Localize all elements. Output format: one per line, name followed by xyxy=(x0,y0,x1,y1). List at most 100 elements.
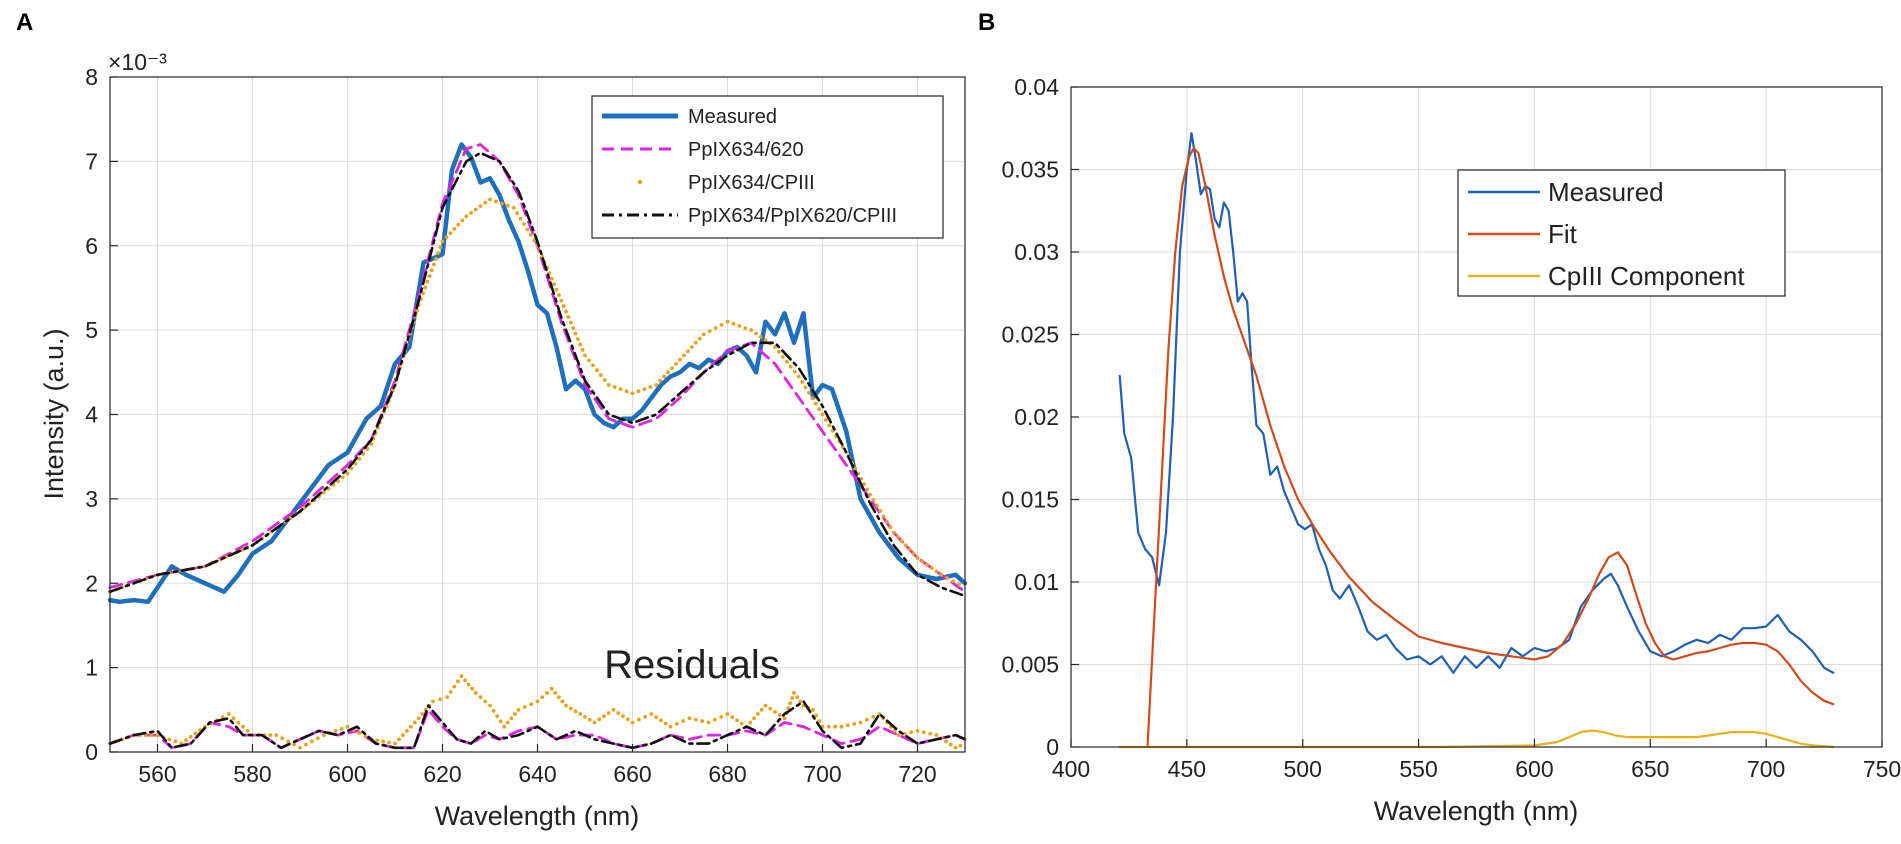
dot-mark xyxy=(725,319,730,324)
dot-mark xyxy=(591,363,595,368)
dot-mark xyxy=(241,724,245,729)
dot-mark xyxy=(817,407,822,411)
dot-mark xyxy=(752,716,756,721)
dot-mark xyxy=(929,566,934,570)
dot-mark xyxy=(491,708,496,713)
dot-mark xyxy=(333,729,338,733)
legend-label-fit: Fit xyxy=(1548,219,1578,249)
series-ppix634-620-a xyxy=(108,143,967,594)
dot-mark xyxy=(807,390,811,395)
dot-mark xyxy=(309,739,314,744)
dot-mark xyxy=(795,695,800,700)
dot-mark xyxy=(438,245,443,250)
dot-mark xyxy=(868,492,872,497)
dot-mark xyxy=(895,534,900,539)
dot-mark xyxy=(674,721,679,726)
dot-mark xyxy=(561,304,566,308)
y-tick-label: 0.025 xyxy=(1001,322,1059,348)
dot-mark xyxy=(670,366,674,370)
x-tick-label: 450 xyxy=(1168,756,1206,782)
dot-mark xyxy=(470,686,475,691)
dot-mark xyxy=(445,695,450,700)
dot-mark xyxy=(339,726,344,731)
dot-mark xyxy=(858,720,863,725)
y-tick-label: 0.01 xyxy=(1014,569,1059,595)
dot-mark xyxy=(845,723,850,728)
dot-mark xyxy=(864,717,869,722)
dot-mark xyxy=(268,733,273,738)
dot-mark xyxy=(792,691,796,695)
dot-mark xyxy=(792,369,797,374)
x-tick-label: 600 xyxy=(328,761,366,787)
x-tick-label: 660 xyxy=(613,761,651,787)
dot-mark xyxy=(865,487,869,492)
dot-mark xyxy=(921,730,926,735)
dot-mark xyxy=(298,745,302,750)
dot-mark xyxy=(575,337,580,341)
y-tick-label: 0.035 xyxy=(1001,157,1059,183)
y-tick-label: 0 xyxy=(85,739,98,765)
dot-mark xyxy=(763,338,768,343)
x-tick-label: 650 xyxy=(1631,756,1669,782)
dot-mark xyxy=(580,348,585,352)
dot-mark xyxy=(621,714,625,719)
dot-mark xyxy=(907,547,912,552)
dot-mark xyxy=(532,238,537,243)
dot-mark xyxy=(707,329,712,334)
series-residual-ppix634-ppix620-cpiii-a xyxy=(108,700,967,750)
dot-mark xyxy=(719,714,724,719)
dot-mark xyxy=(549,686,554,691)
dot-mark xyxy=(630,391,635,396)
dot-mark xyxy=(149,733,154,738)
dot-mark xyxy=(363,734,368,739)
dot-mark xyxy=(452,226,457,231)
dot-mark xyxy=(361,451,366,456)
dot-mark xyxy=(754,331,758,336)
dot-mark xyxy=(951,579,956,584)
dot-mark xyxy=(448,231,453,235)
dot-mark xyxy=(654,383,659,387)
dot-mark xyxy=(899,539,904,543)
dot-mark xyxy=(173,739,178,744)
dot-mark xyxy=(784,359,789,364)
dot-mark xyxy=(953,745,958,750)
dot-mark xyxy=(773,710,777,714)
dot-mark xyxy=(549,276,554,281)
dot-mark xyxy=(505,720,510,725)
dot-mark xyxy=(357,456,362,461)
dot-mark xyxy=(826,724,831,729)
dot-mark xyxy=(245,729,250,733)
dot-mark xyxy=(693,340,698,345)
dot-mark xyxy=(436,251,441,255)
dot-mark xyxy=(731,321,736,326)
dot-mark xyxy=(687,716,692,721)
legend-label-ppix634-cpiii: PpIX634/CPIII xyxy=(688,172,815,194)
dot-mark xyxy=(928,731,933,736)
dot-mark xyxy=(874,503,879,508)
panel-label-b: B xyxy=(978,9,995,36)
dot-mark xyxy=(598,373,603,378)
y-tick-label: 0.03 xyxy=(1014,239,1059,265)
dot-mark xyxy=(643,714,648,719)
dot-mark xyxy=(540,695,545,700)
dot-mark xyxy=(888,525,893,530)
dot-mark xyxy=(425,279,430,284)
dot-mark xyxy=(748,720,753,725)
dot-mark xyxy=(786,706,791,711)
dot-mark xyxy=(381,739,386,744)
dot-mark xyxy=(758,334,763,339)
dot-mark xyxy=(781,354,785,359)
dot-mark xyxy=(423,285,428,290)
dot-mark xyxy=(934,569,939,574)
dot-mark xyxy=(286,739,291,744)
dot-mark xyxy=(513,712,517,716)
dot-mark xyxy=(393,741,397,746)
legend-label-ppix634-ppix620-cpiii: PpIX634/PpIX620/CPIII xyxy=(688,205,897,227)
dot-mark xyxy=(345,471,350,476)
dot-mark xyxy=(896,733,901,738)
dot-mark xyxy=(958,743,963,748)
dot-mark xyxy=(788,701,793,705)
dot-mark xyxy=(353,461,358,466)
series-cpiii-component-b xyxy=(1118,729,1835,749)
legend-label-cpiii: CpIII Component xyxy=(1548,261,1745,291)
